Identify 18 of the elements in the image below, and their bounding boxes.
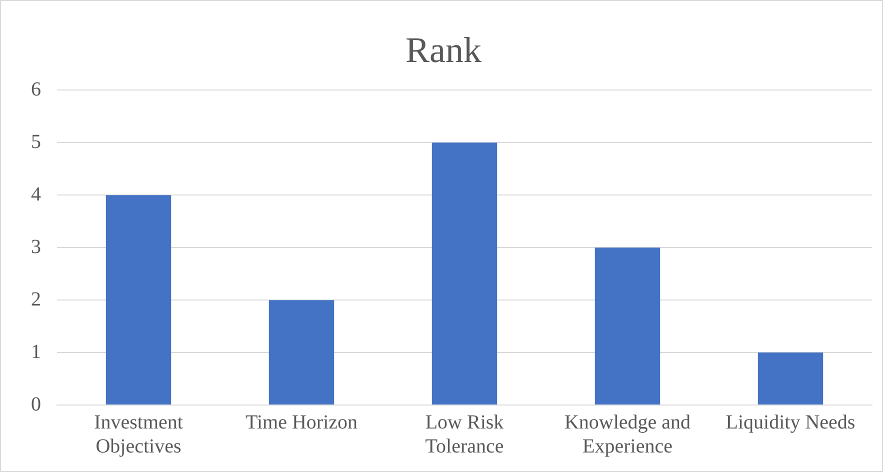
x-tick-label: Investment Objectives — [94, 411, 184, 458]
x-tick-label: Knowledge and Experience — [564, 411, 691, 458]
bar — [268, 300, 334, 404]
x-tick-label: Time Horizon — [245, 411, 358, 434]
y-tick-label: 5 — [31, 130, 41, 153]
y-tick-label: 2 — [31, 288, 41, 310]
bar — [106, 195, 172, 404]
x-tick-label: Liquidity Needs — [726, 411, 856, 434]
y-tick-label: 1 — [31, 340, 41, 363]
bar — [758, 352, 824, 404]
y-tick-label: 6 — [31, 78, 41, 100]
x-tick-label: Low Risk Tolerance — [425, 411, 504, 458]
chart-title: Rank — [406, 30, 482, 70]
y-tick-label: 0 — [31, 393, 41, 416]
bar — [432, 142, 498, 404]
y-tick-label: 3 — [31, 236, 41, 258]
bar — [594, 248, 660, 404]
y-tick-label: 4 — [31, 183, 41, 206]
